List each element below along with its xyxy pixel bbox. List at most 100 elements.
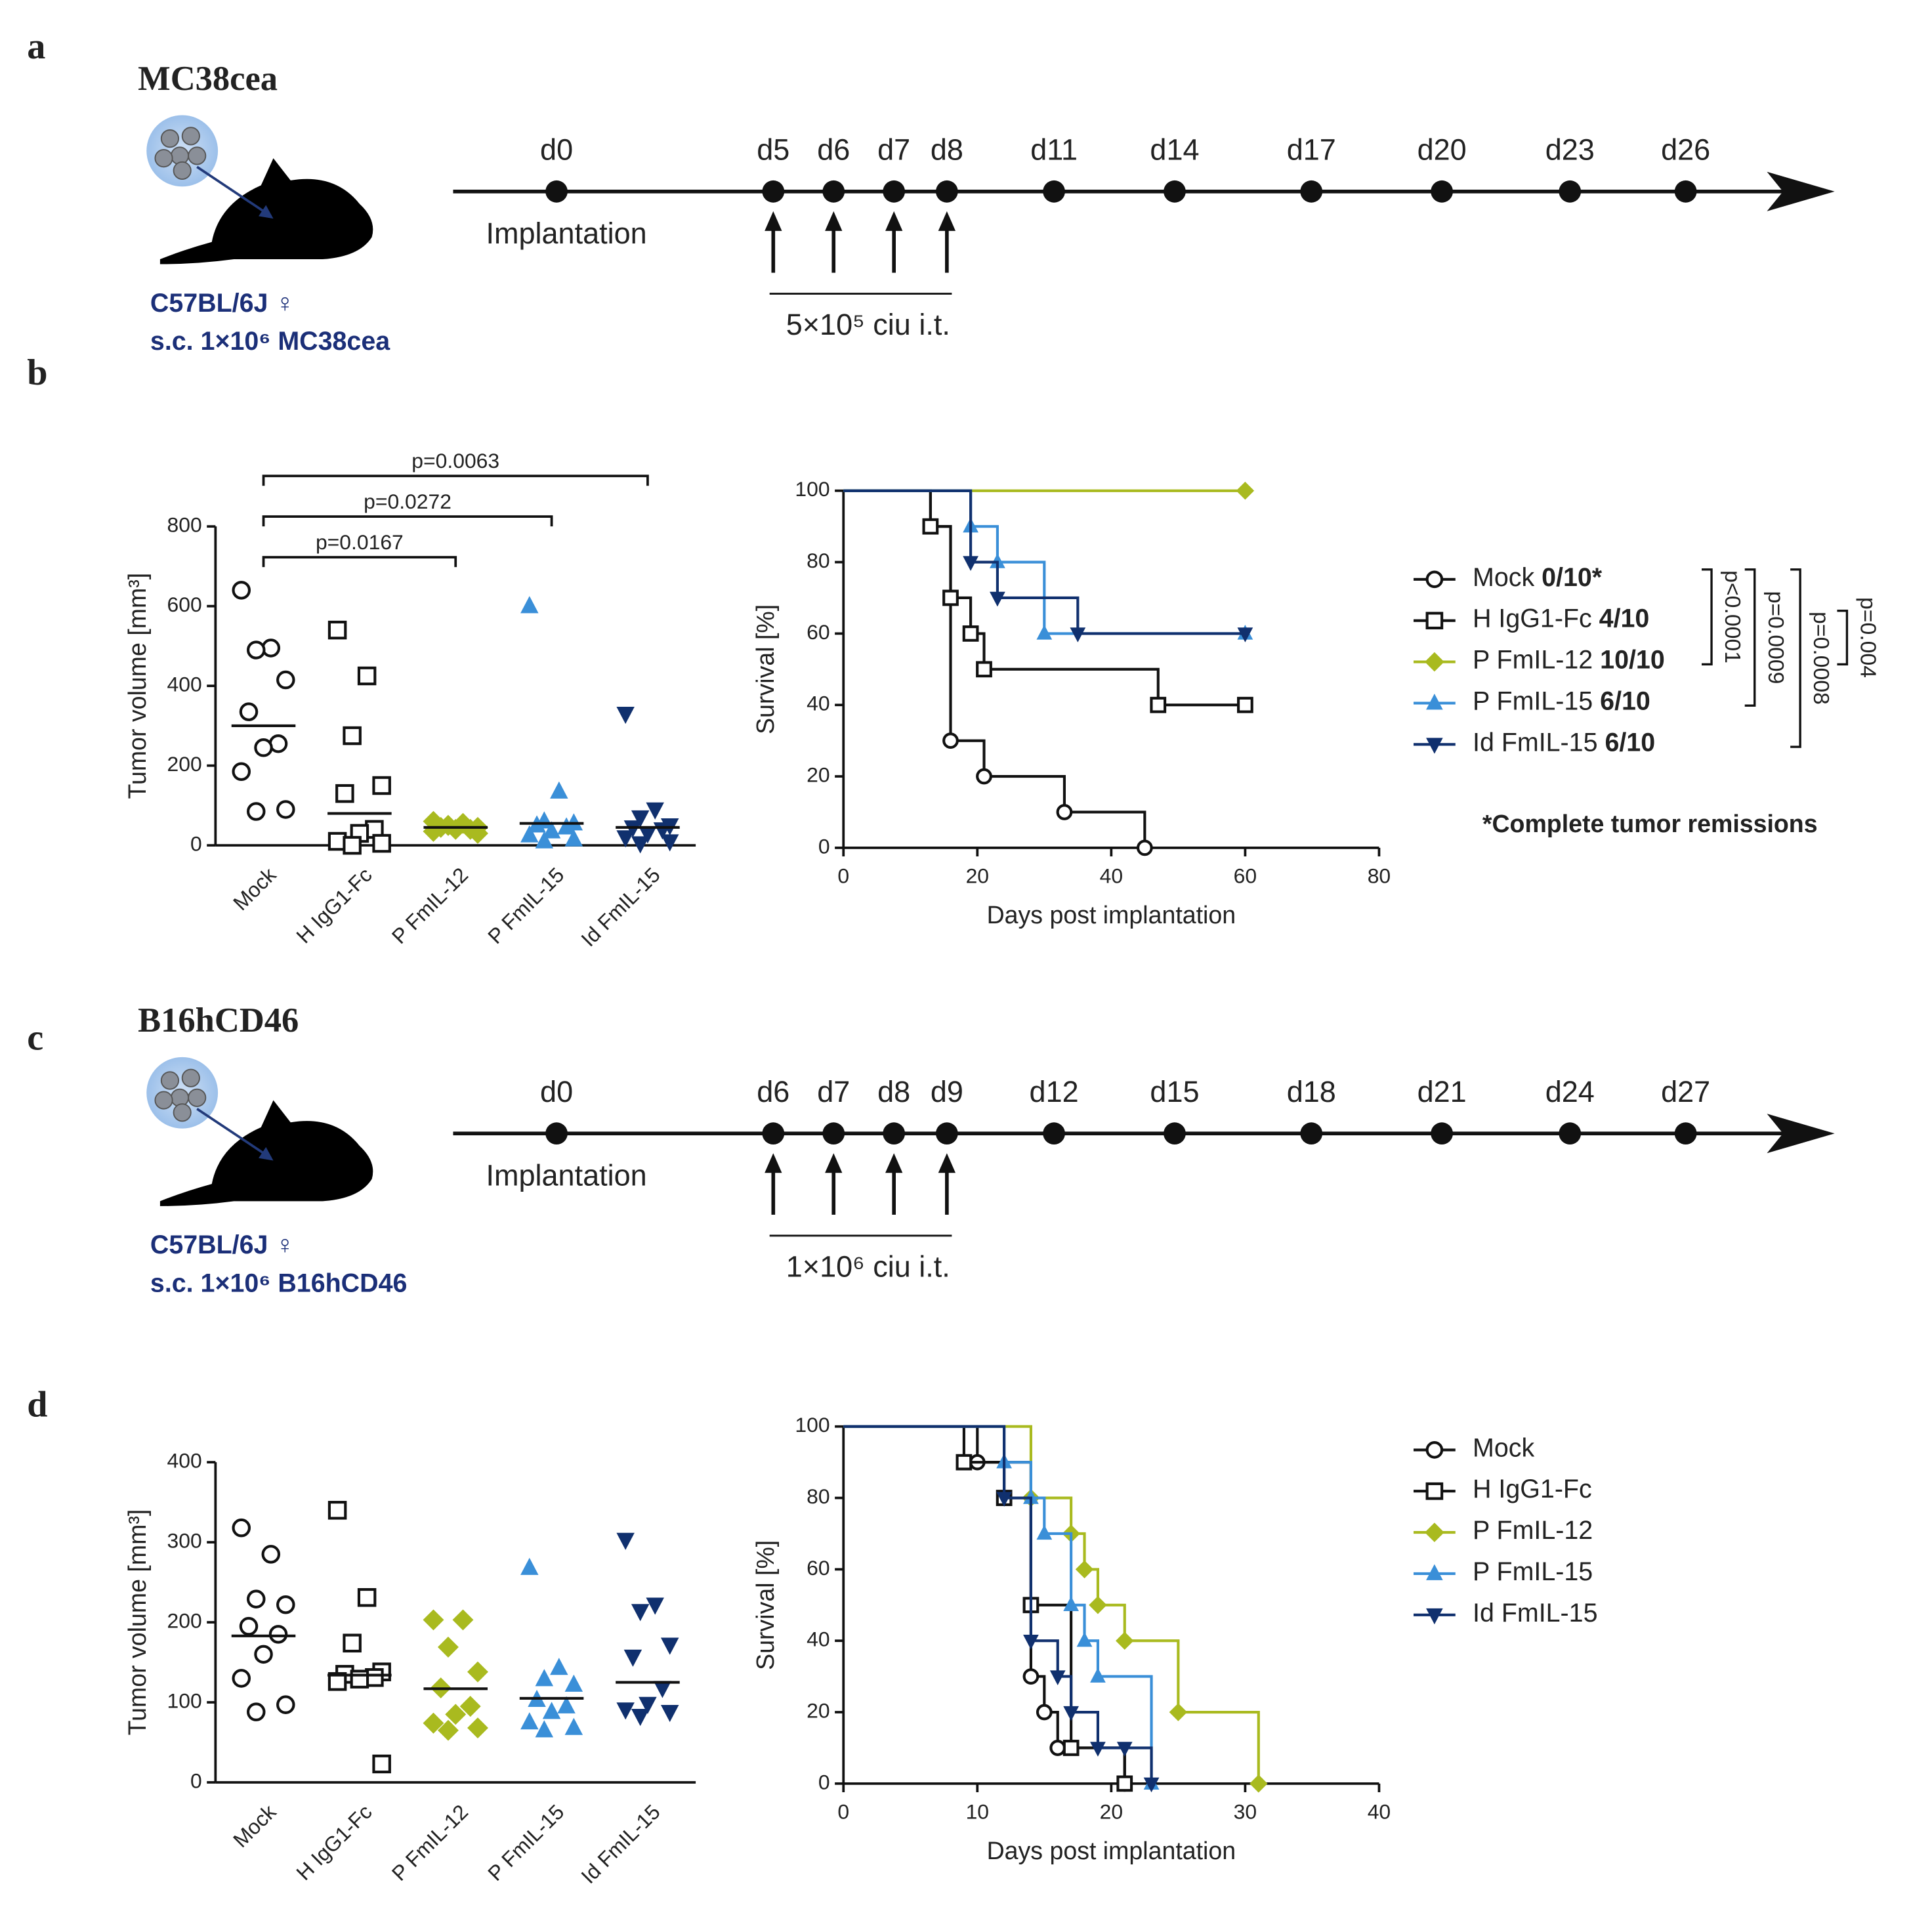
marker [631,1709,650,1727]
treatment-arrowhead [765,211,782,231]
timeline-title: MC38cea [138,60,278,98]
marker [1090,1742,1106,1757]
marker [372,833,391,853]
mouse-strain: C57BL/6J ♀ [150,1230,295,1259]
y-tick-label: 300 [167,1529,202,1553]
marker [535,831,554,849]
legend-name: H IgG1-Fc [1473,1475,1592,1504]
x-tick-label: P FmIL-15 [483,863,568,948]
y-tick-label: 80 [807,549,830,572]
x-tick-label: Mock [228,863,280,915]
y-tick-label: 0 [818,1770,830,1794]
implantation-label: Implantation [486,1159,646,1192]
marker [535,1720,554,1738]
legend-name: Mock [1473,1434,1534,1463]
marker [247,1702,266,1721]
treatment-arrowhead [825,211,843,231]
marker [1089,1596,1107,1614]
marker [990,591,1005,607]
significance-bracket [262,474,649,486]
marker [1143,1777,1160,1793]
x-tick-label: 30 [1234,1799,1257,1823]
marker [646,1597,664,1615]
marker [660,834,679,852]
timeline-dot [1674,180,1697,203]
marker [459,1696,481,1717]
marker [365,1668,384,1687]
dose-label: 5×10⁵ ciu i.t. [786,308,950,341]
legend-name: P FmIL-12 [1473,646,1593,675]
marker [542,1702,561,1719]
marker [996,1492,1012,1507]
marker [631,1604,650,1622]
marker [268,1625,288,1644]
treatment-arrowhead [938,211,956,231]
day-label: d15 [1150,1075,1199,1108]
marker [343,1633,362,1653]
legend-count: 6/10 [1605,728,1655,757]
cell [188,1088,207,1107]
marker [1062,1740,1080,1756]
significance-label: p=0.0272 [364,490,452,513]
marker [557,817,576,835]
marker [550,781,568,799]
y-tick-label: 400 [167,673,202,696]
marker [520,1557,539,1575]
dose-label: 1×10⁶ ciu i.t. [786,1250,950,1283]
timeline-dot [935,1122,958,1145]
marker [423,1609,444,1631]
significance-label: p=0.004 [1856,597,1881,678]
injection-arrow [196,165,272,217]
y-axis-label: Survival [%] [751,604,779,734]
day-label: d8 [931,133,963,167]
x-tick-label: 20 [966,864,989,887]
timeline-dot [1674,1122,1697,1145]
y-tick-label: 200 [167,752,202,776]
marker [254,1645,273,1664]
significance-bracket [1837,610,1849,665]
marker [357,1587,377,1607]
legend-label: H IgG1-Fc 4/10 [1473,604,1649,633]
marker [557,1696,576,1713]
significance-label: p=0.0008 [1809,612,1834,705]
timeline-dot [1559,1122,1582,1145]
significance-label: p<0.0001 [1720,570,1745,663]
day-label: d9 [931,1075,963,1108]
marker [1063,1706,1080,1721]
day-label: d0 [540,1075,573,1108]
x-tick-label: 0 [837,864,849,887]
y-tick-label: 0 [190,1769,202,1792]
marker [520,596,539,614]
marker [467,1717,488,1739]
timeline-arrowhead [1767,1114,1835,1154]
marker [564,1717,583,1735]
marker [276,800,295,819]
significance-bracket [1702,568,1713,665]
marker [261,1545,281,1564]
y-tick-label: 80 [807,1484,830,1508]
day-label: d12 [1030,1075,1079,1108]
y-tick-label: 60 [807,1556,830,1580]
marker [239,702,259,721]
cell [181,1068,200,1087]
y-tick-label: 60 [807,620,830,644]
injection-head [259,205,274,219]
panel-label: c [27,1017,43,1058]
marker [660,1704,679,1723]
legend-label: P FmIL-12 10/10 [1473,646,1665,675]
legend-label: Id FmIL-15 [1473,1599,1597,1628]
marker [232,581,251,600]
marker [631,836,650,854]
marker [1070,627,1086,642]
x-tick-label: 40 [1368,1799,1391,1823]
timeline-dot [1164,1122,1186,1145]
day-label: d17 [1287,133,1336,167]
panel-label: d [27,1385,47,1425]
injection-arrow [196,1108,272,1160]
treatment-arrowhead [885,1153,903,1173]
day-label: d8 [877,1075,910,1108]
timeline-title: B16hCD46 [138,1001,299,1040]
y-axis-label: Tumor volume [mm³] [123,1509,151,1736]
cell [154,1091,173,1110]
